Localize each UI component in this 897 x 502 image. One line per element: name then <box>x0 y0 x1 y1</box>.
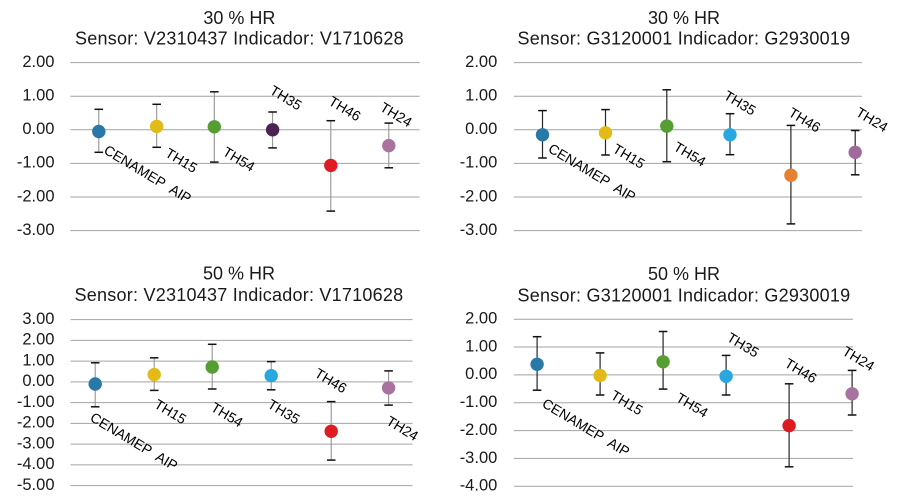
svg-text:30 % HR: 30 % HR <box>203 8 275 28</box>
svg-text:-3.00: -3.00 <box>17 221 55 239</box>
svg-text:1.00: 1.00 <box>22 351 54 369</box>
svg-text:-3.00: -3.00 <box>460 221 498 239</box>
svg-text:2.00: 2.00 <box>465 53 497 71</box>
svg-text:0.00: 0.00 <box>22 120 54 138</box>
svg-text:0.00: 0.00 <box>465 365 497 383</box>
svg-text:2.00: 2.00 <box>22 53 54 71</box>
svg-text:-3.00: -3.00 <box>460 449 498 467</box>
svg-text:2.00: 2.00 <box>22 331 54 349</box>
svg-text:30 % HR: 30 % HR <box>648 8 720 28</box>
svg-text:1.00: 1.00 <box>465 87 497 105</box>
svg-text:Sensor: V2310437 Indicador: V1: Sensor: V2310437 Indicador: V1710628 <box>75 29 404 49</box>
svg-text:-1.00: -1.00 <box>460 393 498 411</box>
svg-text:-2.00: -2.00 <box>460 421 498 439</box>
svg-text:-2.00: -2.00 <box>460 187 498 205</box>
svg-text:3.00: 3.00 <box>22 310 54 328</box>
svg-text:0.00: 0.00 <box>465 120 497 138</box>
svg-text:-1.00: -1.00 <box>17 154 55 172</box>
svg-text:0.00: 0.00 <box>22 372 54 390</box>
svg-text:-5.00: -5.00 <box>17 476 55 494</box>
svg-text:1.00: 1.00 <box>465 337 497 355</box>
svg-text:2.00: 2.00 <box>465 310 497 328</box>
svg-text:-2.00: -2.00 <box>17 187 55 205</box>
svg-text:1.00: 1.00 <box>22 87 54 105</box>
svg-text:50 % HR: 50 % HR <box>648 264 720 284</box>
svg-text:-1.00: -1.00 <box>17 393 55 411</box>
svg-text:-2.00: -2.00 <box>17 414 55 432</box>
svg-text:-3.00: -3.00 <box>17 434 55 452</box>
svg-text:Sensor: G3120001 Indicador: G2: Sensor: G3120001 Indicador: G2930019 <box>518 286 851 306</box>
svg-text:-4.00: -4.00 <box>460 477 498 495</box>
svg-text:50 % HR: 50 % HR <box>203 263 275 283</box>
svg-text:Sensor: G3120001 Indicador: G2: Sensor: G3120001 Indicador: G2930019 <box>518 29 851 49</box>
svg-text:Sensor: V2310437 Indicador: V1: Sensor: V2310437 Indicador: V1710628 <box>75 285 404 305</box>
svg-text:-4.00: -4.00 <box>17 455 55 473</box>
svg-text:-1.00: -1.00 <box>460 154 498 172</box>
